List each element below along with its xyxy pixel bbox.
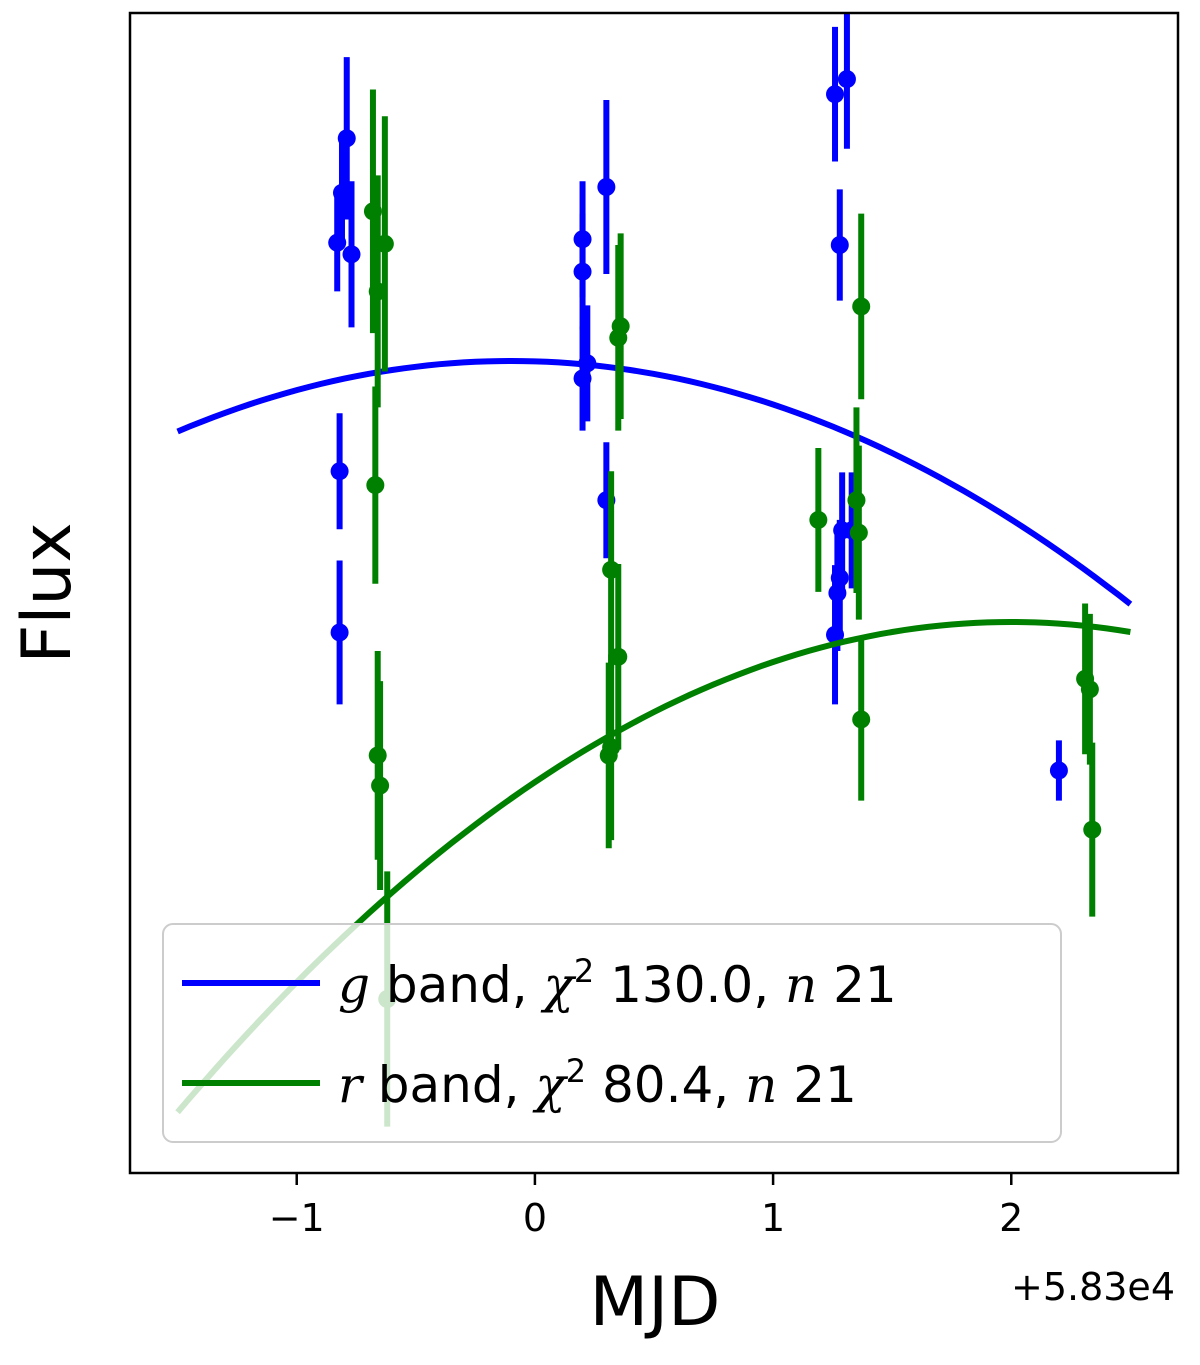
data-point-r-band (368, 282, 387, 301)
legend-frame (162, 923, 1062, 1143)
data-point-r-band (1083, 820, 1102, 839)
data-point-g-band (826, 85, 845, 104)
data-point-r-band (599, 746, 618, 765)
data-point-r-band (849, 523, 868, 542)
data-point-g-band (1049, 761, 1068, 780)
data-point-g-band (830, 236, 849, 254)
legend: g band, χ2 130.0, n 21 r band, χ2 80.4, … (162, 923, 1062, 1143)
x-tick-label: −1 (269, 1196, 325, 1240)
legend-label-r-band: r band, χ2 80.4, n 21 (338, 1052, 857, 1114)
data-point-r-band (852, 710, 871, 729)
data-point-g-band (826, 625, 845, 644)
data-point-r-band (371, 776, 390, 795)
x-tick-label: 1 (761, 1196, 785, 1240)
data-point-r-band (366, 476, 385, 495)
x-tick-label: 0 (523, 1196, 547, 1240)
data-point-g-band (597, 178, 616, 196)
data-point-g-band (337, 129, 356, 148)
series-g-band (176, 13, 1133, 801)
data-point-r-band (609, 328, 628, 347)
legend-label-g-band: g band, χ2 130.0, n 21 (338, 952, 897, 1014)
data-point-r-band (852, 297, 871, 316)
x-tick-label: 2 (999, 1196, 1023, 1240)
y-axis-label: Flux (8, 522, 87, 663)
data-point-g-band (837, 70, 856, 89)
data-point-g-band (330, 623, 349, 642)
plot-frame (128, 11, 1180, 1175)
fit-curve-g-band (176, 357, 1133, 607)
data-point-r-band (809, 510, 828, 529)
data-point-g-band (330, 462, 349, 481)
x-axis-ticks: −1 0 1 2 (269, 1173, 1023, 1240)
data-point-g-band (573, 262, 592, 281)
data-point-g-band (578, 354, 597, 373)
data-point-g-band (342, 245, 361, 264)
x-axis-offset-label: +5.83e4 (1011, 1265, 1175, 1309)
data-point-r-band (1080, 680, 1099, 699)
x-axis-label: MJD (589, 1263, 720, 1342)
